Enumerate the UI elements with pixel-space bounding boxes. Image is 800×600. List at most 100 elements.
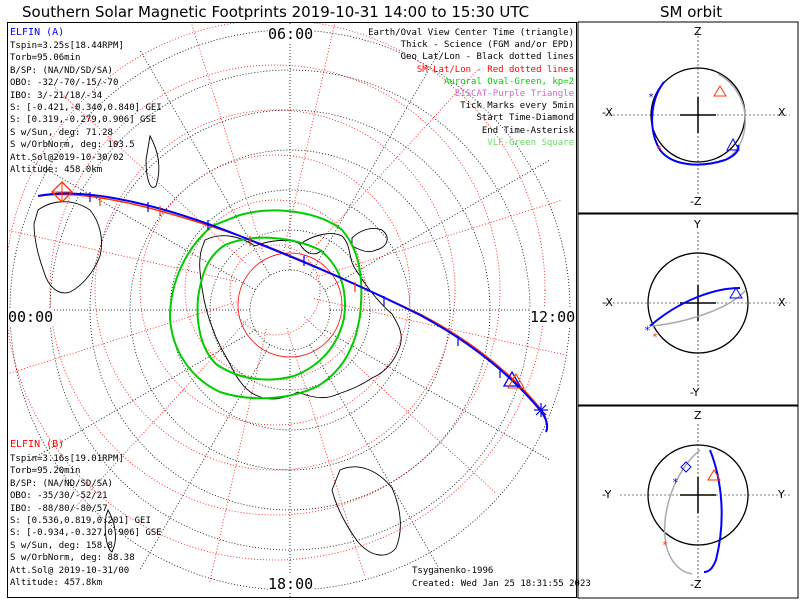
svg-text:*: * [644,324,651,337]
legend-item: Auroral Oval-Green, kp=2 [443,76,574,87]
elfin-a-info: Tspin=3.25s[18.44RPM] Torb=95.06min B/SP: … [10,40,162,176]
elfin-b-info-line: S: [-0.934,-0.327,0.906] GSE [10,528,162,539]
elfin-a-name: ELFIN (A) [10,27,65,38]
elfin-b-info-line: Torb=95.20min [10,466,81,477]
grid-spoke [29,329,256,461]
grid-spoke [313,199,562,279]
orbit2-top: Y [694,218,701,231]
grid-spoke [304,316,497,494]
elfin-a-info-line: S w/OrbNorm, deg: 103.5 [10,140,135,151]
auroral-oval-inner [196,236,346,381]
elfin-b-info-line: Altitude: 457.8km [10,578,103,589]
view-center-triangle-b [507,372,525,389]
orbit1-left: -X [602,106,613,119]
australia-coastline [33,201,102,294]
south-america-coastline [351,227,388,253]
map-panel [7,22,577,598]
legend-item: SM Lat/Lon - Red dotted lines [416,64,574,75]
grid-spoke [286,328,366,577]
new-zealand-coastline [145,134,160,188]
end-asterisk [534,403,548,417]
orbit1-right: X [778,106,786,119]
orbit3-right: Y [778,488,785,501]
elfin-b-info-line: B/SP: (NA/ND/SD/SA) [10,478,113,489]
elfin-b-info-line: Att.Sol@ 2019-10-31/00 [10,565,130,576]
elfin-b-info: Tspin=3.16s[19.01RPM] Torb=95.20min B/SP: … [10,453,162,589]
elfin-a-info-line: Tspin=3.25s[18.44RPM] [10,41,124,51]
orbit2-right: X [778,296,786,309]
elfin-b-name: ELFIN (B) [10,439,65,450]
elfin-b-info-line: IBO: -88/80/-80/57 [10,503,108,514]
legend-item: Tick Marks every 5min [460,101,574,112]
legend-item: VLF-Green Square [487,137,574,148]
antarctica-coastline [199,233,402,400]
elfin-b-info-line: S: [0.536,0.819,0.201] GEI [10,516,151,527]
elfin-a-info-line: OBO: -32/-70/-15/-70 [10,78,119,89]
legend-item: Geo Lat/Lon - Black dotted lines [400,52,574,63]
orbit1-top: Z [694,25,702,38]
track-tick-marks-b [99,196,356,292]
plot-title: Southern Solar Magnetic Footprints 2019-… [22,3,530,21]
africa-coastline [331,466,401,556]
elfin-b-info-line: S w/OrbNorm, deg: 88.38 [10,553,135,564]
grid-spoke [53,86,246,264]
orbit3-top: Z [694,409,702,422]
elfin-a-info-line: IBO: 3/-21/18/-34 [10,90,103,101]
elfin-b-info-line: OBO: -35/30/-52/21 [10,491,108,502]
view-center-triangle-a [502,370,522,387]
elfin-a-info-line: S: [-0.421,-0.340,0.840] GEI [10,103,162,114]
legend-item: Thick - Science (FGM and/or EPD) [400,40,574,51]
orbit-panel-yz: * * [620,424,790,585]
orbit-title: SM orbit [660,3,723,21]
elfin-a-track [37,192,549,433]
model-label: Tsyganenko-1996 [412,566,494,576]
grid-spoke [190,23,264,252]
elfin-b-info-line: Tspin=3.16s[19.01RPM] [10,454,124,464]
orbit3-bottom: -Z [690,578,702,591]
orbit-panel-xz: * * [605,32,790,196]
clock-label-top: 06:00 [268,25,314,43]
grid-spoke [301,68,479,261]
legend-item: Earth/Oval View Center Time (triangle) [368,28,574,38]
grid-spoke [29,159,256,291]
orbit2-bottom: -Y [690,386,700,399]
grid-spoke [283,23,336,252]
madagascar-coastline [104,508,116,553]
svg-text:*: * [662,540,668,551]
grid-spoke [209,328,267,583]
grid-spoke [8,229,237,282]
created-label: Created: Wed Jan 25 18:31:55 2023 [412,579,591,589]
grid-spoke [309,49,441,276]
legend-item: Start Time-Diamond [476,113,574,124]
auroral-oval-outer [168,209,363,400]
elfin-a-info-line: Torb=95.06min [10,53,81,64]
orbit-panel-xy: * * [605,232,790,390]
orbit1-bottom: -Z [690,195,702,208]
grid-spoke [139,49,271,276]
grid-spoke [324,159,551,291]
grid-spoke [324,329,551,461]
grid-spoke [139,344,271,571]
clock-label-left: 00:00 [8,308,54,326]
elfin-a-info-line: S: [0.319,-0.279,0.906] GSE [10,115,157,126]
svg-text:*: * [648,92,654,103]
orbit3-left: -Y [602,488,612,501]
elfin-a-info-line: S w/Sun, deg: 71.28 [10,127,113,138]
elfin-a-info-line: Altitude: 458.0km [10,165,103,176]
elfin-a-info-line: Att.Sol@2019-10-30/02 [10,152,124,163]
svg-text:*: * [656,144,662,155]
clock-label-right: 12:00 [530,308,576,326]
svg-text:*: * [652,332,658,343]
clock-label-bottom: 18:00 [268,575,314,593]
sm-grid [8,23,568,583]
elfin-a-info-line: B/SP: (NA/ND/SD/SA) [10,65,113,76]
grid-spoke [8,301,237,375]
elfin-b-info-line: S w/Sun, deg: 158.8 [10,540,113,551]
legend-item: EISCAT-Purple Triangle [454,89,574,100]
legend: Earth/Oval View Center Time (triangle) Th… [368,27,574,149]
orbit-panels: * * * * * * [577,21,799,599]
legend-item: End Time-Asterisk [481,125,574,136]
orbit2-left: -X [602,296,613,309]
grid-spoke [71,319,249,512]
svg-text:*: * [672,476,679,489]
